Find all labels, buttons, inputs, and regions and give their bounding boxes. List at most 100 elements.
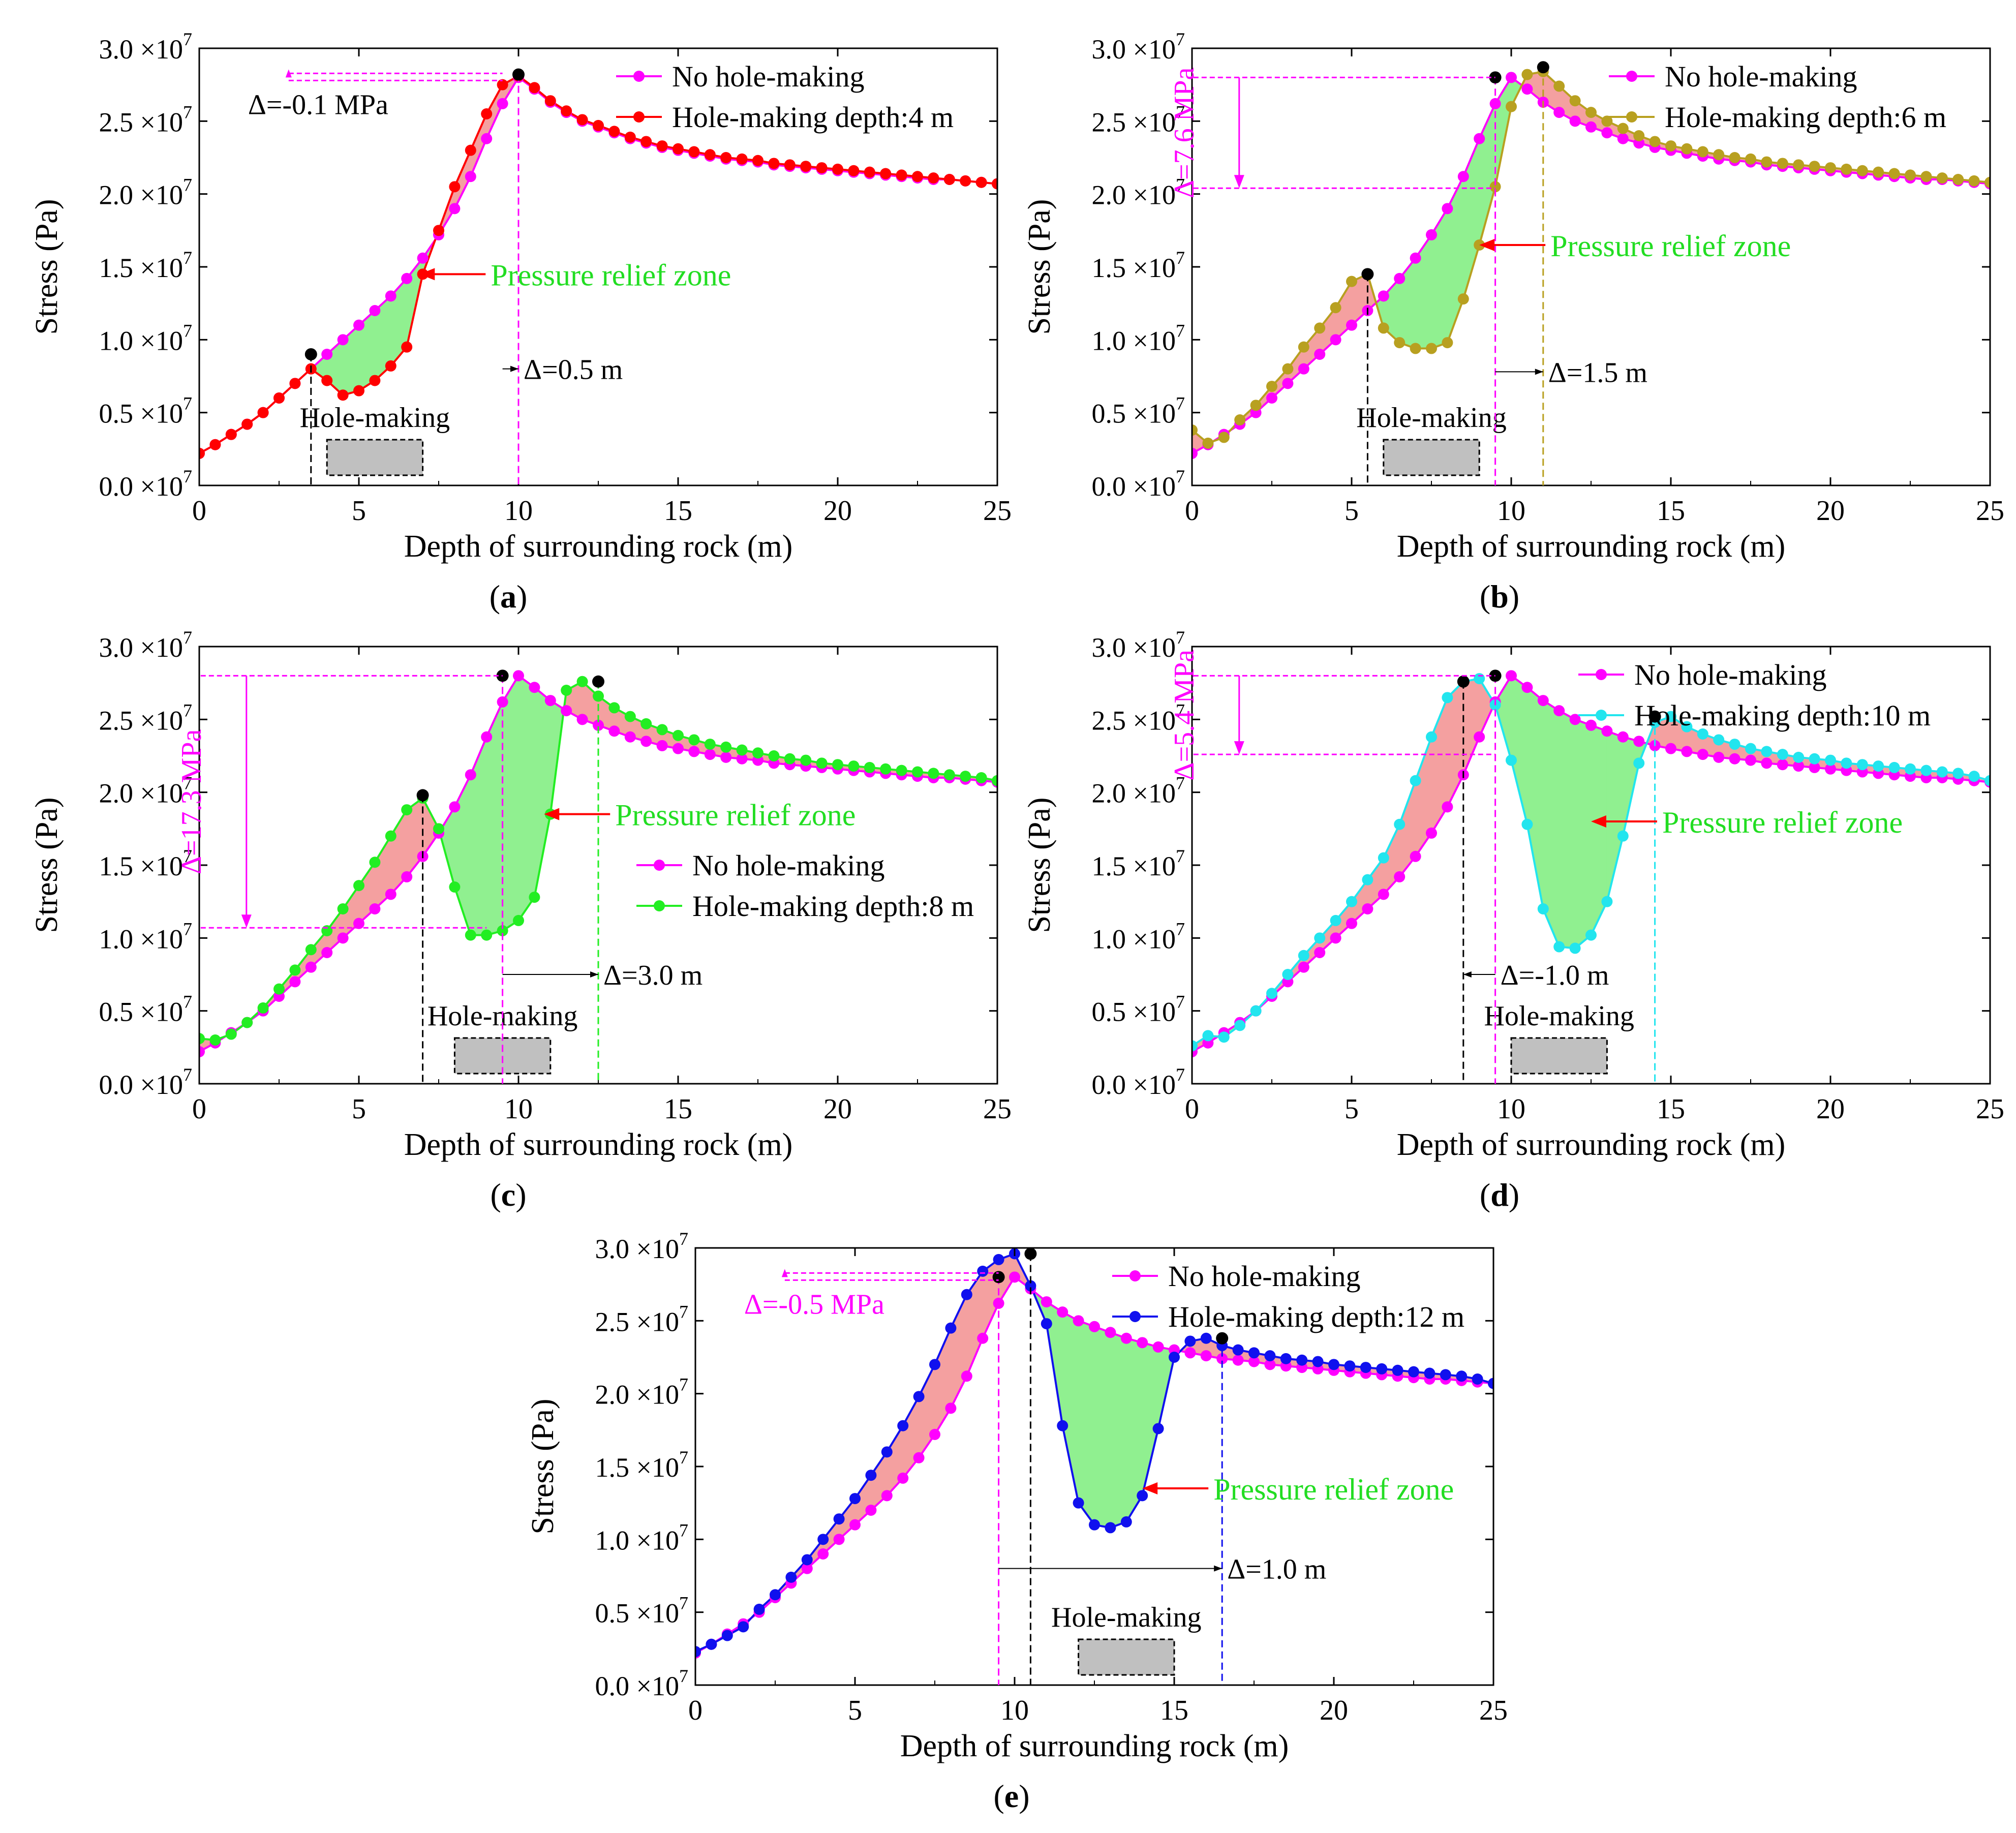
data-point-hole [1777, 749, 1788, 760]
panel-caption: (d) [1480, 1177, 1519, 1213]
data-point-hole [1968, 175, 1980, 187]
legend-entry: No hole-making [672, 60, 865, 93]
data-point-hole [401, 804, 413, 816]
legend-entry: Hole-making depth:4 m [672, 101, 954, 134]
data-point-hole [1873, 166, 1884, 178]
delta-depth-label: Δ=0.5 m [524, 354, 623, 386]
data-point-no-hole [1825, 763, 1836, 775]
data-point-no-hole [1457, 171, 1469, 182]
relief-zone-fill [1575, 719, 1592, 949]
delta-stress-label: Δ=-0.5 MPa [744, 1289, 884, 1320]
data-point-hole [1442, 692, 1453, 704]
data-point-hole [1617, 123, 1629, 134]
panel-caption: (b) [1480, 578, 1519, 615]
data-point-no-hole [849, 1519, 861, 1531]
panel-caption-close: ) [1019, 1778, 1029, 1814]
data-point-hole [640, 718, 652, 729]
data-point-hole [1729, 739, 1740, 750]
delta-depth-label: Δ=3.0 m [603, 960, 702, 991]
y-tick-power: 7 [183, 846, 192, 866]
y-tick-label: 1.5 ×107 [99, 248, 192, 283]
y-tick-label: 0.0 ×107 [99, 466, 192, 502]
peak-point [416, 789, 429, 802]
data-point-no-hole [1665, 743, 1676, 754]
data-point-hole [289, 964, 301, 976]
data-point-hole [289, 378, 301, 389]
data-point-hole [608, 126, 620, 137]
data-point-hole [1184, 1335, 1196, 1347]
data-point-hole [1378, 852, 1389, 864]
data-point-hole [1408, 1366, 1419, 1378]
panel-caption-letter: e [1004, 1778, 1019, 1814]
data-point-hole [784, 753, 796, 765]
y-tick-power: 7 [679, 1520, 688, 1540]
data-point-hole [880, 168, 892, 179]
y-tick-label: 0.5 ×107 [595, 1593, 688, 1629]
data-point-no-hole [1216, 1353, 1228, 1364]
peak-point [1024, 1247, 1037, 1260]
data-point-no-hole [1152, 1341, 1164, 1353]
data-point-hole [1330, 302, 1341, 314]
data-point-no-hole [1426, 827, 1437, 839]
y-tick-label: 2.5 ×107 [99, 700, 192, 736]
data-point-hole [960, 771, 971, 782]
data-point-no-hole [1521, 682, 1533, 693]
data-point-no-hole [544, 695, 556, 707]
data-point-hole [897, 1420, 909, 1431]
y-tick-power: 7 [1176, 466, 1185, 486]
legend-entry: Hole-making depth:10 m [1634, 699, 1931, 732]
panel-caption-open: ( [490, 578, 500, 615]
data-point-no-hole [417, 252, 429, 264]
data-point-hole [706, 1638, 717, 1650]
data-point-no-hole [1378, 290, 1389, 302]
data-point-hole [337, 389, 349, 401]
data-point-hole [1392, 1364, 1403, 1376]
data-point-hole [1200, 1332, 1212, 1344]
y-tick-mantissa: 0.5 ×10 [1092, 399, 1176, 429]
data-point-hole [1920, 765, 1932, 776]
data-point-no-hole [1713, 751, 1725, 763]
y-tick-mantissa: 0.0 ×10 [595, 1671, 679, 1701]
data-point-no-hole [1506, 72, 1517, 83]
panel-caption-close: ) [515, 1177, 526, 1213]
data-point-hole [576, 676, 588, 687]
data-point-no-hole [353, 319, 364, 331]
relief-zone-fill [534, 687, 551, 898]
hole-making-label: Hole-making [300, 402, 450, 434]
data-point-hole [1442, 337, 1453, 349]
data-point-hole [801, 1554, 813, 1566]
hole-making-label: Hole-making [1484, 1000, 1634, 1032]
delta-depth-arrow-head [590, 971, 598, 977]
delta-stress-arrow-head [241, 914, 252, 928]
legend-marker [633, 111, 645, 123]
data-point-hole [593, 119, 604, 131]
data-point-hole [1073, 1497, 1084, 1509]
y-tick-power: 7 [679, 1447, 688, 1468]
data-point-hole [943, 174, 955, 185]
relief-zone-label: Pressure relief zone [1550, 229, 1791, 263]
data-point-hole [1041, 1318, 1052, 1330]
y-tick-mantissa: 0.0 ×10 [1092, 1070, 1176, 1100]
data-point-hole [768, 750, 780, 761]
hole-making-box [1078, 1638, 1175, 1676]
legend-marker [654, 860, 665, 871]
data-point-no-hole [897, 1472, 909, 1484]
data-point-hole [1649, 136, 1661, 147]
data-point-hole [896, 169, 907, 181]
data-point-hole [241, 418, 253, 430]
y-tick-mantissa: 1.0 ×10 [99, 325, 183, 356]
data-point-hole [481, 929, 493, 941]
data-point-hole [1585, 929, 1597, 941]
data-point-hole [1440, 1369, 1451, 1381]
data-point-no-hole [1378, 889, 1389, 900]
relief-zone-fill [1062, 1311, 1079, 1503]
y-tick-mantissa: 0.5 ×10 [595, 1598, 679, 1629]
data-point-hole [656, 140, 668, 152]
data-point-no-hole [1506, 670, 1517, 682]
data-point-hole [1234, 414, 1246, 425]
relief-zone-label: Pressure relief zone [615, 799, 856, 832]
data-point-no-hole [1330, 932, 1341, 944]
data-point-no-hole [656, 740, 668, 751]
data-point-hole [1537, 903, 1549, 914]
